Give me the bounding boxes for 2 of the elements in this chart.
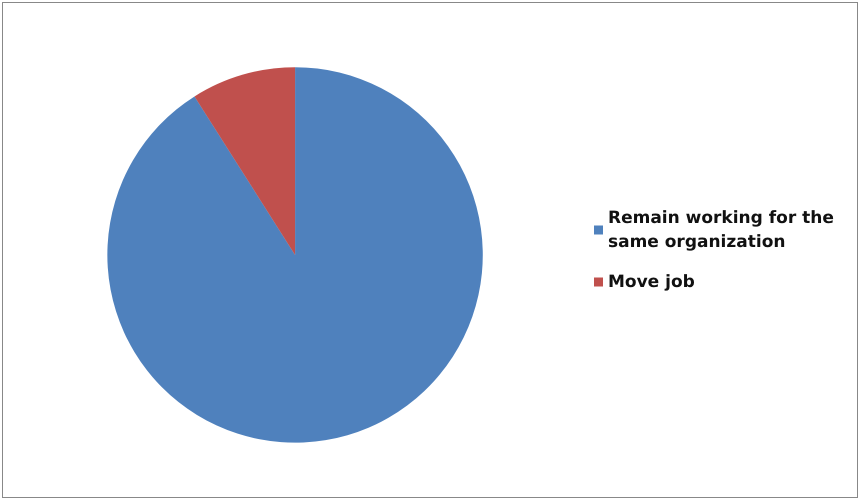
legend-label: Move job (608, 272, 695, 292)
legend-label: Remain working for the same organization (608, 208, 840, 252)
